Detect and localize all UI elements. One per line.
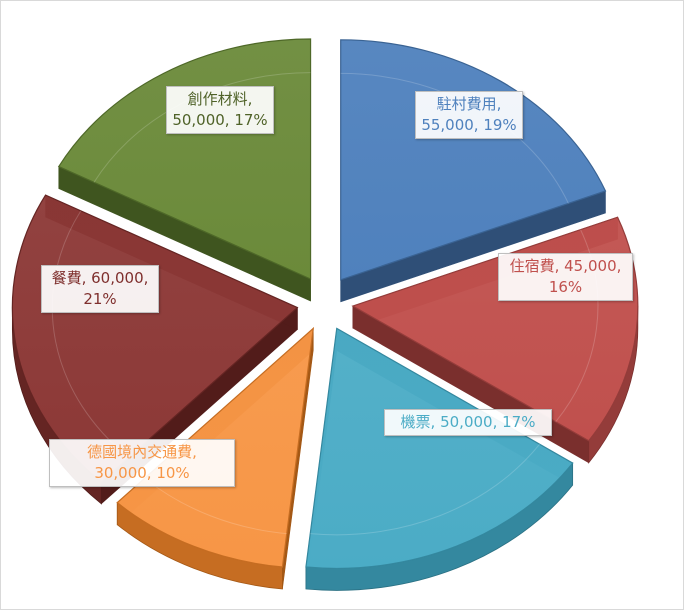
data-label-line: 駐村費用, — [436, 95, 502, 113]
data-label-2: 住宿費, 45,000, 16% — [498, 253, 633, 301]
data-label-line: 50,000, 17% — [172, 111, 268, 129]
data-label-line: 55,000, 19% — [421, 116, 517, 134]
slice-bevel-4 — [144, 477, 287, 535]
data-label-line: 創作材料, — [187, 90, 253, 108]
data-label-line: 機票, 50,000, 17% — [400, 413, 536, 431]
slice-bevel-3 — [310, 443, 541, 536]
data-label-line: 住宿費, 45,000, — [509, 257, 622, 275]
data-label-line: 21% — [83, 290, 117, 308]
pie-slice-3 — [305, 327, 574, 591]
data-label-6: 創作材料, 50,000, 17% — [166, 86, 274, 134]
slice-top-1 — [340, 39, 607, 281]
data-label-5: 餐費, 60,000, 21% — [41, 265, 159, 313]
data-label-line: 德國境內交通費, — [87, 443, 197, 461]
data-label-line: 16% — [548, 278, 583, 296]
slice-top-3 — [305, 327, 574, 570]
data-label-line: 餐費, 60,000, — [51, 269, 149, 287]
data-label-4: 德國境內交通費, 30,000, 10% — [49, 439, 235, 487]
data-label-1: 駐村費用, 55,000, 19% — [415, 91, 523, 139]
data-label-line: 30,000, 10% — [94, 464, 190, 482]
data-label-3: 機票, 50,000, 17% — [384, 409, 552, 436]
pie-slice-1 — [340, 39, 607, 303]
slice-bevel-5 — [51, 210, 130, 458]
